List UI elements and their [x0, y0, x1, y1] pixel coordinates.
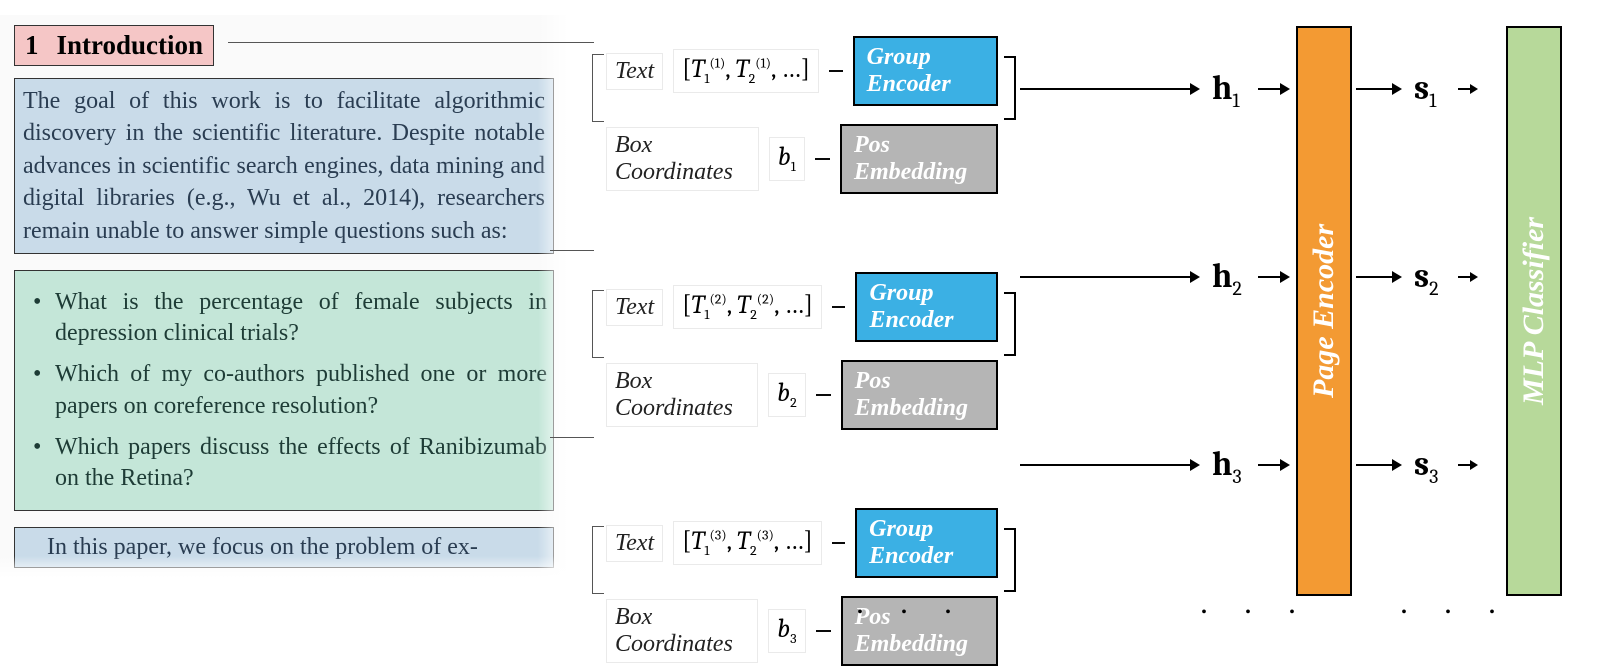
- text-label: Text: [606, 289, 663, 326]
- group-encoder-box: Group Encoder: [853, 36, 998, 106]
- ellipsis-icon: . . .: [1400, 584, 1510, 621]
- arrow-icon: [1258, 464, 1288, 466]
- dash-connector-icon: [832, 306, 845, 308]
- box-coord-label: Box Coordinates: [606, 599, 758, 663]
- output-bracket: [1004, 292, 1016, 356]
- group-encoder-box: Group Encoder: [855, 508, 998, 578]
- dash-connector-icon: [829, 70, 843, 72]
- pos-embedding-box: Pos Embedding: [841, 360, 998, 430]
- doc-list-item: Which of my co-authors published one or …: [33, 359, 547, 421]
- arrow-icon: [1258, 276, 1288, 278]
- box-coord-label: Box Coordinates: [606, 127, 759, 191]
- arrow-icon: [1258, 88, 1288, 90]
- doc-list-item: What is the percentage of female subject…: [33, 287, 547, 349]
- arrow-icon: [1356, 88, 1400, 90]
- box-coord-label: Box Coordinates: [606, 363, 758, 427]
- input-bracket: [592, 290, 604, 358]
- doc-list: What is the percentage of female subject…: [23, 287, 547, 494]
- dash-connector-icon: [815, 158, 830, 160]
- h-vector-1: h1: [1212, 68, 1240, 112]
- arrow-icon: [1020, 464, 1198, 466]
- connector-line: [550, 437, 594, 438]
- arrow-icon: [1356, 276, 1400, 278]
- arrow-icon: [1458, 88, 1476, 90]
- ellipsis-icon: . . .: [1200, 584, 1310, 621]
- group-row-2: Text [T1(2), T2(2), …] Group Encoder Box…: [606, 272, 1162, 430]
- text-label: Text: [606, 525, 663, 562]
- s-vector-3: s3: [1414, 444, 1438, 488]
- box-variable: b3: [768, 609, 805, 652]
- connector-line: [550, 250, 594, 251]
- doc-paragraph-block: The goal of this work is to facilitate a…: [14, 78, 554, 254]
- h-vector-2: h2: [1212, 256, 1242, 300]
- box-variable: b1: [769, 137, 805, 180]
- doc-heading-title: Introduction: [57, 30, 204, 60]
- text-tokens: [T1(2), T2(2), …]: [673, 285, 822, 328]
- h-vector-3: h3: [1212, 444, 1242, 488]
- connector-line: [228, 42, 594, 43]
- arrow-icon: [1020, 276, 1198, 278]
- text-tokens: [T1(3), T2(3), …]: [673, 521, 822, 564]
- input-bracket: [592, 54, 604, 122]
- document-column: 1 Introduction The goal of this work is t…: [0, 15, 568, 578]
- s-vector-2: s2: [1414, 256, 1439, 300]
- dash-connector-icon: [832, 542, 845, 544]
- doc-list-item: Which papers discuss the effects of Rani…: [33, 432, 547, 494]
- arrow-icon: [1458, 464, 1476, 466]
- mlp-classifier-box: MLP Classifier: [1506, 26, 1562, 596]
- s-vector-1: s1: [1414, 68, 1436, 112]
- pos-embedding-box: Pos Embedding: [840, 124, 998, 194]
- doc-list-block: What is the percentage of female subject…: [14, 270, 554, 511]
- dash-connector-icon: [816, 394, 831, 396]
- output-bracket: [1004, 528, 1016, 592]
- text-label: Text: [606, 53, 663, 90]
- input-bracket: [592, 526, 604, 594]
- doc-heading-block: 1 Introduction: [14, 25, 214, 66]
- ellipsis-icon: . . .: [856, 584, 966, 621]
- group-encoder-box: Group Encoder: [855, 272, 998, 342]
- box-variable: b2: [768, 373, 806, 416]
- doc-tail-paragraph: In this paper, we focus on the problem o…: [14, 527, 554, 568]
- arrow-icon: [1020, 88, 1198, 90]
- page-encoder-box: Page Encoder: [1296, 26, 1352, 596]
- group-row-1: Text [T1(1), T2(1), …] Group Encoder Box…: [606, 36, 1162, 194]
- doc-heading-number: 1: [25, 30, 39, 60]
- arrow-icon: [1458, 276, 1476, 278]
- middle-column: Text [T1(1), T2(1), …] Group Encoder Box…: [606, 36, 1162, 666]
- arrow-icon: [1356, 464, 1400, 466]
- dash-connector-icon: [816, 630, 831, 632]
- output-bracket: [1004, 56, 1016, 120]
- text-tokens: [T1(1), T2(1), …]: [673, 49, 819, 92]
